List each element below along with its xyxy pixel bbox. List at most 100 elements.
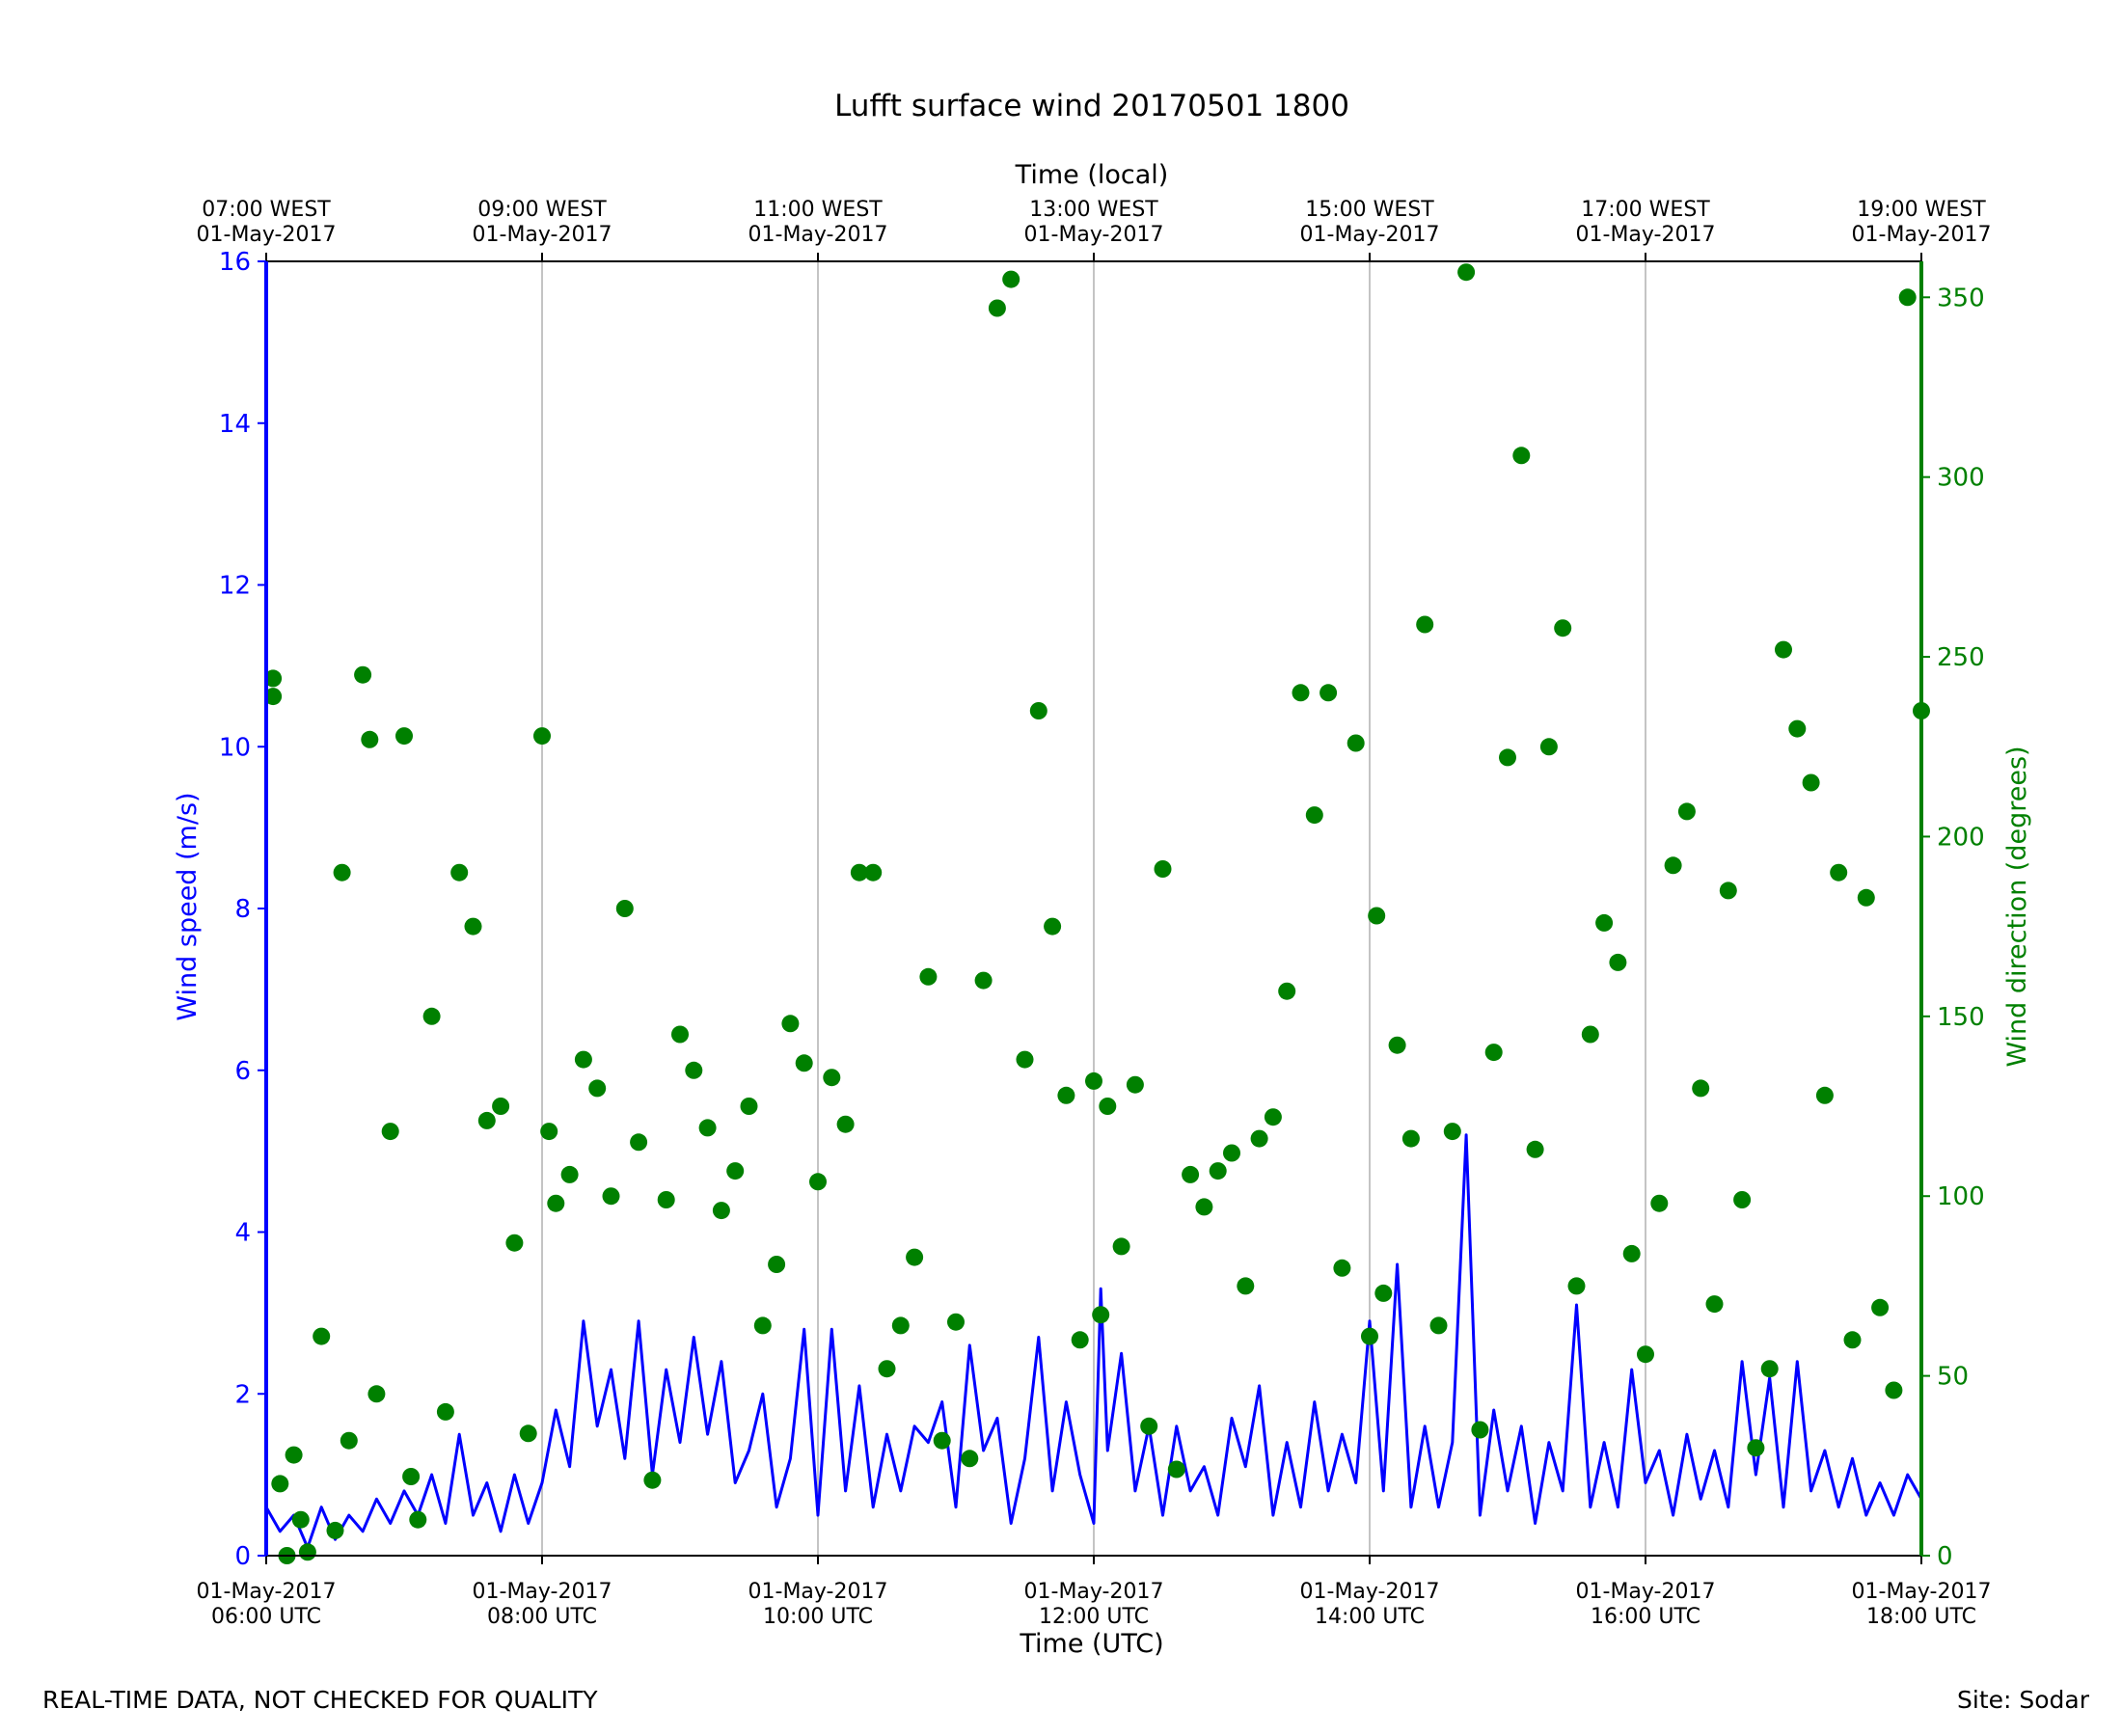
wind-direction-point — [1788, 719, 1807, 738]
wind-direction-point — [1650, 1194, 1669, 1212]
top-tick-label: 15:00 WEST — [1305, 198, 1434, 222]
wind-direction-point — [1457, 263, 1476, 282]
wind-direction-point — [947, 1313, 965, 1331]
wind-direction-point — [712, 1202, 730, 1220]
wind-direction-point — [1250, 1129, 1268, 1148]
right-axis-label: Wind direction (degrees) — [2002, 746, 2032, 1067]
wind-direction-point — [1677, 802, 1696, 821]
wind-direction-point — [1705, 1295, 1724, 1314]
x-axis-label: Time (UTC) — [1019, 1629, 1163, 1659]
left-tick-label: 14 — [219, 410, 251, 439]
wind-direction-point — [354, 665, 372, 684]
wind-direction-point — [264, 669, 283, 688]
right-tick-label: 250 — [1937, 643, 1985, 672]
x-tick-label: 06:00 UTC — [211, 1605, 321, 1629]
top-tick-label: 01-May-2017 — [1852, 223, 1992, 247]
wind-direction-point — [540, 1123, 558, 1141]
wind-direction-point — [1843, 1331, 1862, 1349]
wind-direction-point — [795, 1054, 813, 1072]
x-tick-label: 01-May-2017 — [748, 1580, 888, 1604]
wind-direction-point — [809, 1173, 827, 1191]
right-tick-label: 350 — [1937, 284, 1985, 312]
wind-direction-point — [1361, 1327, 1378, 1345]
x-tick-label: 08:00 UTC — [487, 1605, 597, 1629]
x-tick-label: 01-May-2017 — [1024, 1580, 1164, 1604]
wind-direction-point — [643, 1471, 662, 1489]
wind-direction-point — [422, 1007, 441, 1025]
wind-direction-point — [574, 1050, 592, 1069]
right-tick-label: 300 — [1937, 464, 1985, 493]
wind-direction-point — [298, 1543, 316, 1561]
wind-speed-series — [264, 1133, 1923, 1550]
wind-direction-point — [1499, 748, 1516, 767]
wind-direction-point — [367, 1385, 386, 1403]
wind-direction-point — [740, 1098, 758, 1115]
top-tick-label: 09:00 WEST — [477, 198, 607, 222]
wind-direction-point — [505, 1234, 524, 1252]
left-tick-label: 6 — [234, 1057, 251, 1086]
wind-direction-point — [698, 1119, 717, 1137]
wind-direction-point — [906, 1248, 924, 1266]
wind-direction-point — [1182, 1165, 1200, 1183]
wind-direction-point — [560, 1165, 579, 1183]
wind-direction-point — [768, 1256, 786, 1273]
footer-site: Site: Sodar — [1957, 1686, 2089, 1714]
wind-direction-point — [933, 1431, 951, 1450]
wind-direction-point — [671, 1025, 689, 1044]
grid-lines — [541, 261, 1646, 1556]
left-tick-label: 4 — [234, 1219, 251, 1248]
wind-direction-point — [1167, 1460, 1185, 1478]
wind-direction-point — [1071, 1331, 1089, 1349]
wind-direction-point — [919, 967, 938, 986]
wind-direction-point — [1016, 1050, 1034, 1069]
right-tick-label: 50 — [1937, 1363, 1969, 1392]
top-tick-label: 01-May-2017 — [1576, 223, 1716, 247]
wind-direction-point — [1775, 640, 1792, 659]
top-tick-label: 07:00 WEST — [202, 198, 331, 222]
x-tick-label: 01-May-2017 — [197, 1580, 337, 1604]
wind-direction-point — [1484, 1044, 1503, 1062]
wind-direction-point — [264, 688, 283, 706]
x-tick-label: 01-May-2017 — [1576, 1580, 1716, 1604]
left-tick-label: 2 — [234, 1380, 251, 1409]
wind-direction-point — [1471, 1421, 1489, 1439]
wind-direction-point — [1429, 1316, 1448, 1335]
wind-direction-point — [340, 1431, 358, 1450]
wind-direction-point — [1264, 1108, 1282, 1126]
wind-direction-point — [1278, 982, 1296, 1000]
wind-direction-point — [1539, 738, 1558, 756]
wind-direction-point — [1760, 1360, 1779, 1378]
wind-direction-point — [1401, 1129, 1420, 1148]
wind-direction-point — [1099, 1098, 1117, 1115]
wind-direction-point — [1637, 1345, 1654, 1364]
wind-direction-point — [891, 1316, 910, 1335]
wind-direction-point — [333, 863, 351, 882]
left-axis-label: Wind speed (m/s) — [173, 792, 203, 1020]
wind-direction-point — [781, 1015, 800, 1033]
wind-direction-point — [1209, 1162, 1227, 1180]
wind-direction-point — [1747, 1439, 1765, 1457]
wind-direction-series — [264, 263, 1930, 1564]
right-tick-label: 0 — [1937, 1542, 1953, 1571]
wind-direction-point — [1347, 734, 1365, 752]
x-tick-label: 12:00 UTC — [1039, 1605, 1149, 1629]
wind-direction-point — [381, 1123, 399, 1141]
wind-direction-point — [1092, 1306, 1110, 1324]
x-tick-label: 16:00 UTC — [1591, 1605, 1700, 1629]
left-tick-label: 0 — [234, 1542, 251, 1571]
top-tick-label: 19:00 WEST — [1857, 198, 1986, 222]
top-axis-label: Time (local) — [1015, 160, 1169, 190]
wind-direction-point — [436, 1402, 454, 1421]
wind-direction-point — [1112, 1237, 1130, 1256]
right-tick-label: 100 — [1937, 1182, 1985, 1211]
x-tick-label: 10:00 UTC — [763, 1605, 873, 1629]
wind-direction-point — [602, 1187, 620, 1206]
wind-direction-point — [402, 1468, 421, 1485]
wind-direction-point — [1857, 888, 1875, 907]
x-tick-label: 01-May-2017 — [473, 1580, 612, 1604]
right-tick-label: 200 — [1937, 823, 1985, 852]
left-tick-label: 12 — [219, 572, 251, 601]
wind-direction-point — [1126, 1075, 1144, 1094]
wind-direction-point — [1319, 684, 1338, 702]
wind-direction-point — [409, 1510, 427, 1529]
